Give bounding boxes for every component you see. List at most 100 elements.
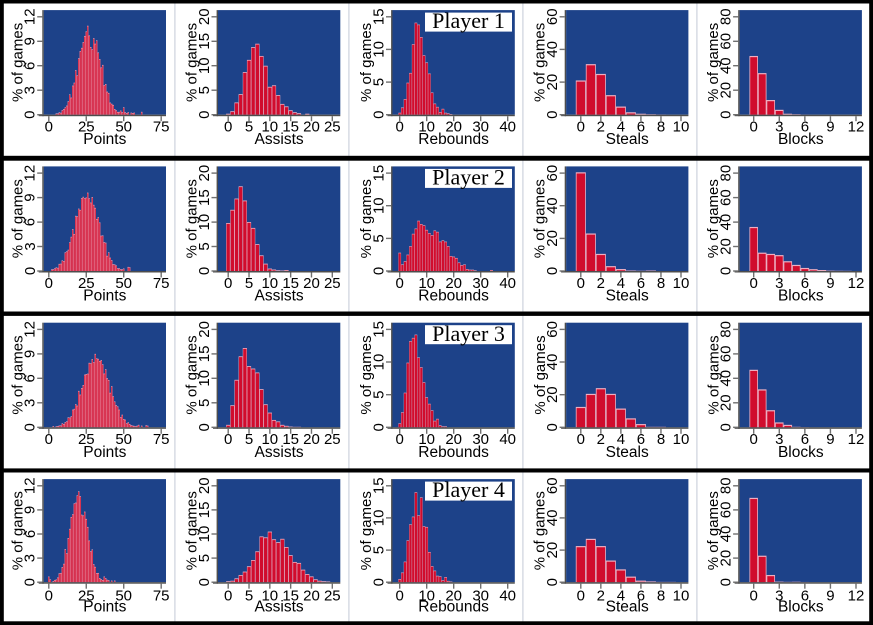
- svg-text:6: 6: [637, 431, 645, 448]
- svg-text:20: 20: [196, 321, 213, 338]
- svg-text:10: 10: [418, 588, 435, 605]
- svg-text:6: 6: [801, 588, 809, 605]
- svg-text:0: 0: [396, 275, 404, 292]
- svg-text:0: 0: [718, 111, 735, 119]
- svg-text:10: 10: [673, 275, 690, 292]
- svg-text:% of games: % of games: [532, 179, 549, 258]
- svg-text:12: 12: [22, 477, 39, 494]
- svg-text:10: 10: [673, 119, 690, 136]
- svg-text:40: 40: [718, 370, 735, 387]
- svg-text:0: 0: [22, 267, 39, 275]
- svg-text:10: 10: [261, 588, 278, 605]
- svg-text:% of games: % of games: [358, 23, 375, 102]
- svg-text:15: 15: [371, 321, 388, 338]
- svg-text:80: 80: [718, 321, 735, 338]
- svg-text:9: 9: [22, 193, 39, 201]
- svg-text:0: 0: [544, 423, 561, 431]
- svg-text:9: 9: [826, 588, 834, 605]
- svg-text:15: 15: [371, 477, 388, 494]
- svg-text:Player 1: Player 1: [432, 8, 505, 33]
- svg-text:15: 15: [282, 119, 299, 136]
- svg-text:12: 12: [22, 321, 39, 338]
- svg-text:15: 15: [196, 346, 213, 363]
- svg-text:20: 20: [544, 230, 561, 247]
- svg-text:% of games: % of games: [705, 491, 722, 570]
- svg-text:50: 50: [115, 588, 132, 605]
- svg-text:4: 4: [617, 119, 625, 136]
- svg-text:0: 0: [224, 588, 232, 605]
- svg-text:0: 0: [577, 588, 585, 605]
- svg-text:80: 80: [718, 477, 735, 494]
- svg-text:3: 3: [22, 554, 39, 562]
- svg-text:4: 4: [617, 588, 625, 605]
- svg-text:25: 25: [324, 275, 341, 292]
- svg-text:40: 40: [544, 510, 561, 527]
- svg-text:6: 6: [22, 62, 39, 70]
- svg-text:% of games: % of games: [532, 491, 549, 570]
- svg-text:20: 20: [544, 542, 561, 559]
- svg-text:9: 9: [826, 431, 834, 448]
- svg-text:60: 60: [718, 33, 735, 50]
- svg-text:% of games: % of games: [532, 335, 549, 414]
- svg-text:0: 0: [45, 275, 53, 292]
- svg-text:15: 15: [371, 165, 388, 182]
- svg-text:10: 10: [371, 354, 388, 371]
- svg-text:0: 0: [196, 267, 213, 275]
- svg-text:Rebounds: Rebounds: [418, 444, 489, 461]
- svg-text:50: 50: [115, 119, 132, 136]
- svg-text:0: 0: [396, 119, 404, 136]
- svg-text:15: 15: [282, 275, 299, 292]
- svg-text:10: 10: [371, 41, 388, 58]
- svg-text:6: 6: [801, 275, 809, 292]
- svg-text:8: 8: [657, 431, 665, 448]
- svg-text:25: 25: [78, 431, 95, 448]
- svg-text:Blocks: Blocks: [778, 288, 824, 305]
- svg-text:12: 12: [22, 165, 39, 182]
- svg-text:% of games: % of games: [184, 491, 201, 570]
- svg-text:5: 5: [245, 275, 253, 292]
- svg-text:9: 9: [22, 506, 39, 514]
- svg-text:60: 60: [544, 321, 561, 338]
- svg-text:Assists: Assists: [255, 131, 304, 148]
- svg-text:9: 9: [826, 119, 834, 136]
- svg-text:Steals: Steals: [606, 444, 649, 461]
- svg-text:10: 10: [261, 431, 278, 448]
- svg-text:0: 0: [224, 119, 232, 136]
- svg-text:20: 20: [303, 119, 320, 136]
- svg-text:40: 40: [499, 119, 516, 136]
- svg-text:5: 5: [371, 234, 388, 242]
- svg-text:8: 8: [657, 275, 665, 292]
- svg-text:6: 6: [637, 588, 645, 605]
- svg-text:6: 6: [801, 431, 809, 448]
- svg-text:15: 15: [371, 8, 388, 25]
- svg-text:3: 3: [22, 86, 39, 94]
- svg-text:Points: Points: [83, 131, 126, 148]
- svg-text:0: 0: [577, 431, 585, 448]
- svg-text:Rebounds: Rebounds: [418, 599, 489, 616]
- svg-text:0: 0: [22, 423, 39, 431]
- svg-text:Rebounds: Rebounds: [418, 131, 489, 148]
- svg-text:60: 60: [544, 165, 561, 182]
- svg-text:% of games: % of games: [9, 179, 26, 258]
- svg-text:% of games: % of games: [9, 491, 26, 570]
- svg-text:Assists: Assists: [255, 599, 304, 616]
- svg-text:25: 25: [324, 431, 341, 448]
- svg-text:15: 15: [282, 588, 299, 605]
- svg-text:5: 5: [196, 86, 213, 94]
- svg-text:2: 2: [597, 119, 605, 136]
- svg-text:75: 75: [153, 275, 170, 292]
- svg-text:% of games: % of games: [358, 335, 375, 414]
- svg-text:2: 2: [597, 275, 605, 292]
- svg-text:5: 5: [245, 119, 253, 136]
- svg-text:5: 5: [245, 431, 253, 448]
- svg-text:6: 6: [22, 374, 39, 382]
- svg-text:20: 20: [445, 588, 462, 605]
- svg-text:20: 20: [196, 477, 213, 494]
- svg-text:6: 6: [22, 530, 39, 538]
- svg-text:0: 0: [45, 588, 53, 605]
- svg-text:25: 25: [324, 588, 341, 605]
- svg-text:6: 6: [801, 119, 809, 136]
- svg-text:Blocks: Blocks: [778, 599, 824, 616]
- svg-text:75: 75: [153, 588, 170, 605]
- svg-text:0: 0: [371, 578, 388, 586]
